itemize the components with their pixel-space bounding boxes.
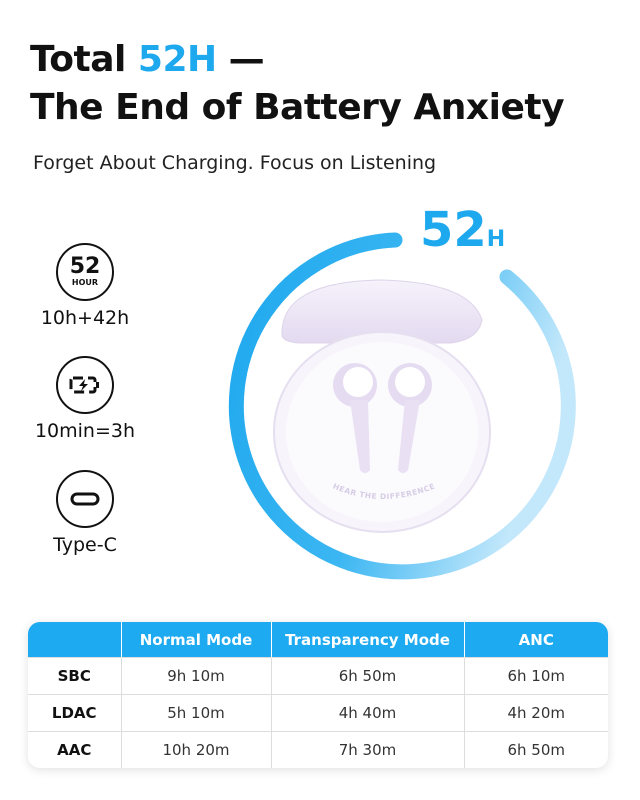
codec-cell: LDAC	[28, 694, 121, 732]
table-row: AAC 10h 20m 7h 30m 6h 50m	[28, 731, 608, 768]
headline-suffix: —	[216, 39, 265, 80]
table-cell: 7h 30m	[270, 731, 464, 768]
battery-ring: HEAR THE DIFFERENCE	[228, 232, 576, 580]
feature-label: 10h+42h	[40, 307, 130, 329]
feature-fast-charge: 10min=3h	[20, 356, 150, 442]
headline-accent: 52H	[137, 39, 217, 80]
total-hours-unit: H	[486, 227, 506, 252]
feature-type-c: Type-C	[20, 470, 150, 556]
header-normal-mode: Normal Mode	[120, 622, 271, 658]
ring-arc	[228, 232, 576, 580]
table-cell: 6h 10m	[463, 657, 608, 695]
total-hours-label: 52H	[420, 200, 505, 270]
headline-prefix: Total	[30, 39, 138, 80]
feature-label: 10min=3h	[34, 420, 136, 442]
table-cell: 4h 40m	[270, 694, 464, 732]
headline: Total 52H — The End of Battery Anxiety	[30, 36, 565, 132]
total-hours-value: 52	[420, 202, 487, 258]
header-anc: ANC	[463, 622, 608, 658]
table-row: LDAC 5h 10m 4h 40m 4h 20m	[28, 694, 608, 732]
earbuds-case-image: HEAR THE DIFFERENCE	[273, 279, 491, 533]
table-cell: 9h 10m	[120, 657, 271, 695]
table-row: SBC 9h 10m 6h 50m 6h 10m	[28, 657, 608, 695]
header-blank	[28, 622, 121, 658]
table-cell: 5h 10m	[120, 694, 271, 732]
header-transparency-mode: Transparency Mode	[270, 622, 464, 658]
52-hour-icon: 52 HOUR	[56, 243, 114, 301]
headline-line2: The End of Battery Anxiety	[30, 87, 565, 128]
icon-number: 52	[69, 254, 101, 279]
feature-playtime: 52 HOUR 10h+42h	[20, 243, 150, 329]
table-cell: 6h 50m	[270, 657, 464, 695]
table-cell: 4h 20m	[463, 694, 608, 732]
fast-charge-battery-icon	[56, 356, 114, 414]
codec-cell: SBC	[28, 657, 121, 695]
codec-cell: AAC	[28, 731, 121, 768]
playtime-table: Normal Mode Transparency Mode ANC SBC 9h…	[28, 622, 608, 768]
usb-type-c-icon	[56, 470, 114, 528]
table-cell: 10h 20m	[120, 731, 271, 768]
subtitle: Forget About Charging. Focus on Listenin…	[33, 152, 437, 174]
table-cell: 6h 50m	[463, 731, 608, 768]
table-header-row: Normal Mode Transparency Mode ANC	[28, 622, 608, 658]
feature-label: Type-C	[53, 534, 117, 556]
icon-unit: HOUR	[71, 278, 99, 287]
